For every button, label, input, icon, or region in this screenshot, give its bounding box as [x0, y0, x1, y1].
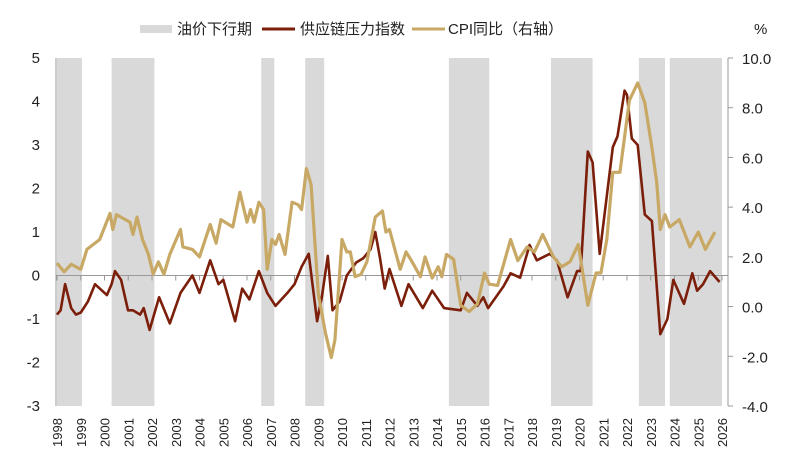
x-tick-label: 2000	[98, 418, 113, 447]
legend-swatch-band	[140, 25, 172, 33]
legend: 油价下行期 供应链压力指数 CPI同比（右轴） %	[140, 20, 767, 38]
left-tick-label: -1	[27, 311, 40, 328]
right-tick-label: 0.0	[742, 300, 763, 317]
right-tick-label: 10.0	[742, 51, 771, 68]
left-tick-label: 1	[32, 224, 40, 241]
right-tick-label: 6.0	[742, 150, 763, 167]
x-tick-label: 1998	[50, 418, 65, 447]
right-tick-label: -2.0	[742, 349, 768, 366]
axes: 5 4 3 2 1 0 -1 -2 -3 10.0 8.0 6.0 4.0 2.0 0.0 -2.0 -4.0 1…	[27, 50, 772, 447]
left-tick-label: 0	[32, 268, 40, 285]
shaded-period	[261, 58, 275, 406]
x-tick-label: 2004	[193, 418, 208, 447]
x-tick-label: 2011	[359, 419, 374, 447]
legend-label-band: 油价下行期	[177, 21, 252, 38]
series-lines	[55, 81, 721, 360]
left-tick-label: 3	[32, 137, 40, 154]
right-tick-label: -4.0	[742, 399, 768, 416]
cpi-yoy-line	[55, 81, 717, 360]
left-tick-label: 5	[32, 50, 40, 67]
x-tick-label: 2006	[240, 418, 255, 447]
left-tick-label: 2	[32, 181, 40, 198]
shaded-period	[57, 58, 82, 406]
x-tick-label: 2009	[311, 418, 326, 447]
right-tick-label: 8.0	[742, 101, 763, 118]
x-tick-label: 2024	[668, 418, 683, 447]
supply-chain-pressure-line	[56, 89, 721, 336]
left-tick-label: 4	[32, 94, 40, 111]
right-tick-label: 2.0	[742, 250, 763, 267]
x-tick-label: 2018	[525, 418, 540, 447]
x-tick-label: 2025	[691, 418, 706, 447]
left-tick-label: -2	[27, 355, 40, 372]
x-tick-label: 2026	[715, 418, 730, 447]
x-tick-label: 2003	[169, 418, 184, 447]
shaded-periods	[57, 58, 722, 406]
x-tick-label: 2013	[406, 418, 421, 447]
legend-label-cpi: CPI同比（右轴）	[448, 21, 563, 38]
x-tick-label: 2015	[454, 418, 469, 447]
x-tick-label: 2021	[596, 418, 611, 447]
x-tick-label: 2023	[644, 418, 659, 447]
x-tick-label: 2019	[549, 418, 564, 447]
x-tick-label: 2014	[430, 418, 445, 447]
x-tick-label: 2020	[573, 418, 588, 447]
right-axis-unit: %	[754, 21, 767, 38]
shaded-period	[448, 58, 490, 406]
x-tick-label: 2008	[288, 418, 303, 447]
x-tick-label: 2001	[121, 418, 136, 447]
shaded-period	[551, 58, 593, 406]
x-tick-label: 2010	[335, 418, 350, 447]
x-tick-label: 2016	[478, 418, 493, 447]
legend-label-supply-chain: 供应链压力指数	[300, 20, 405, 38]
x-tick-label: 2022	[620, 418, 635, 447]
x-tick-label: 2002	[145, 418, 160, 447]
x-tick-label: 2005	[216, 418, 231, 447]
x-tick-label: 1999	[74, 418, 89, 447]
x-tick-label: 2007	[264, 418, 279, 447]
right-tick-label: 4.0	[742, 200, 763, 217]
left-tick-label: -3	[27, 398, 40, 415]
x-tick-label: 2017	[501, 418, 516, 447]
x-tick-label: 2012	[383, 418, 398, 447]
